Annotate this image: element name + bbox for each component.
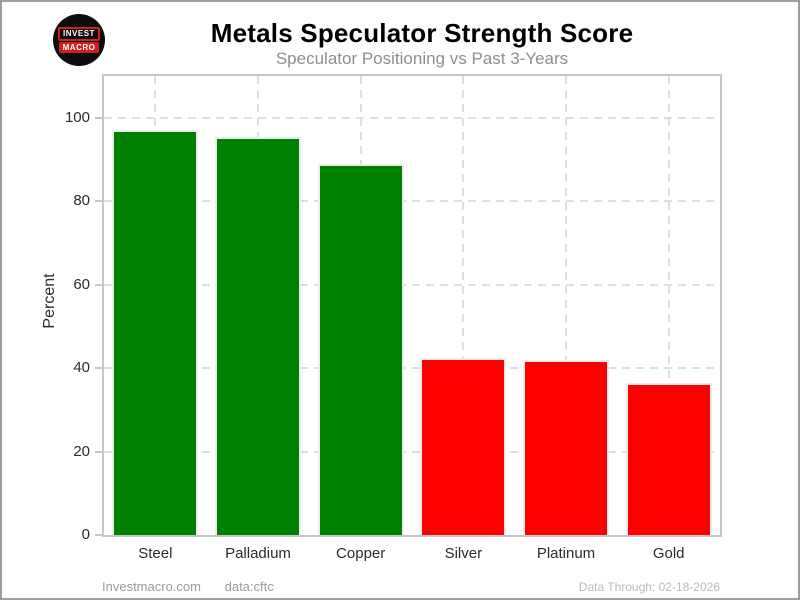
x-tick-label-silver: Silver — [444, 545, 483, 562]
x-tick-label-gold: Gold — [652, 545, 685, 562]
y-tick-label-20: 20 — [73, 442, 90, 460]
v-gridline-platinum — [565, 76, 567, 535]
y-tick-mark-80 — [95, 200, 103, 203]
chart-subtitle: Speculator Positioning vs Past 3-Years — [275, 49, 569, 68]
y-tick-label-40: 40 — [73, 359, 90, 377]
investmacro-logo: INVEST MACRO — [53, 14, 105, 66]
bar-gold — [625, 382, 712, 535]
bar-silver — [420, 357, 507, 535]
logo-text-macro: MACRO — [58, 42, 100, 53]
v-gridline-gold — [667, 76, 670, 535]
x-tick-label-copper: Copper — [336, 545, 386, 562]
y-tick-mark-0 — [95, 534, 103, 536]
y-tick-mark-20 — [95, 450, 103, 453]
logo-text-invest: INVEST — [58, 27, 100, 41]
chart-title: Metals Speculator Strength Score — [210, 18, 634, 48]
bar-platinum — [523, 359, 609, 535]
y-tick-label-80: 80 — [73, 192, 90, 210]
y-tick-mark-40 — [95, 367, 103, 370]
footer-site-text: Investmacro.com — [102, 579, 201, 594]
footer-data-through: Data Through: 02-18-2026 — [578, 580, 720, 594]
bar-copper — [317, 164, 404, 535]
x-tick-label-platinum: Platinum — [536, 545, 596, 562]
v-gridline-silver — [462, 76, 465, 535]
x-tick-label-steel: Steel — [138, 545, 173, 562]
y-tick-label-100: 100 — [64, 108, 90, 126]
y-tick-mark-60 — [95, 283, 103, 286]
y-tick-mark-100 — [95, 116, 103, 119]
h-gridline-80 — [104, 200, 720, 203]
bar-palladium — [215, 136, 301, 535]
plot-area — [102, 74, 722, 537]
h-gridline-20 — [104, 450, 720, 453]
y-tick-label-60: 60 — [73, 275, 90, 293]
y-tick-label-0: 0 — [81, 526, 90, 543]
bar-steel — [112, 130, 199, 535]
h-gridline-60 — [104, 283, 720, 286]
x-tick-label-palladium: Palladium — [225, 545, 291, 562]
footer-left: Investmacro.com data:cftc — [102, 579, 274, 594]
footer-source-text: data:cftc — [224, 579, 274, 594]
h-gridline-100 — [104, 116, 720, 119]
h-gridline-40 — [104, 367, 720, 370]
